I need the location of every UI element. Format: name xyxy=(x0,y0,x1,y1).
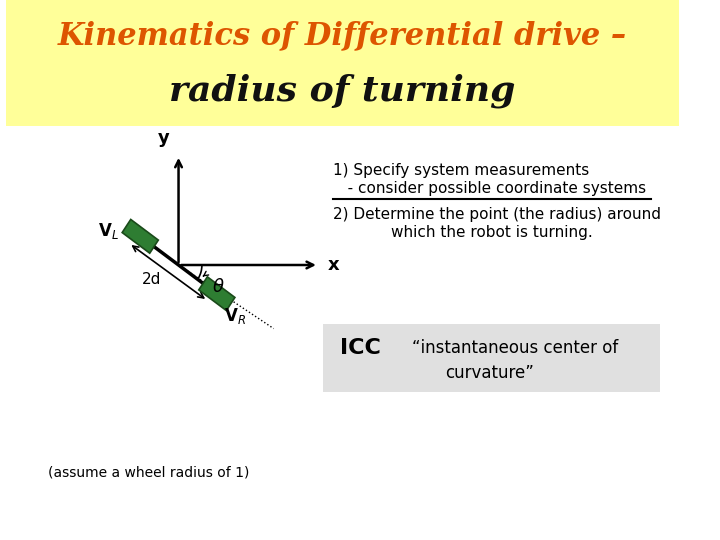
Text: y: y xyxy=(158,129,169,147)
Text: 2) Determine the point (the radius) around: 2) Determine the point (the radius) arou… xyxy=(333,207,661,222)
Text: “instantaneous center of: “instantaneous center of xyxy=(413,339,618,357)
Text: curvature”: curvature” xyxy=(445,364,534,382)
Text: V$_L$: V$_L$ xyxy=(98,221,119,241)
FancyBboxPatch shape xyxy=(6,0,679,126)
Text: radius of turning: radius of turning xyxy=(169,73,516,108)
FancyBboxPatch shape xyxy=(323,324,660,392)
Text: 1) Specify system measurements: 1) Specify system measurements xyxy=(333,163,589,178)
Polygon shape xyxy=(199,277,235,310)
Text: 2d: 2d xyxy=(142,273,161,287)
Text: Kinematics of Differential drive –: Kinematics of Differential drive – xyxy=(58,20,626,51)
Text: $\theta$: $\theta$ xyxy=(212,278,225,295)
Text: (assume a wheel radius of 1): (assume a wheel radius of 1) xyxy=(48,465,249,479)
Polygon shape xyxy=(122,219,158,253)
Text: ICC: ICC xyxy=(341,338,381,358)
Text: V$_R$: V$_R$ xyxy=(225,306,246,326)
Text: x: x xyxy=(328,256,340,274)
Text: which the robot is turning.: which the robot is turning. xyxy=(351,226,593,240)
Text: - consider possible coordinate systems: - consider possible coordinate systems xyxy=(333,180,646,195)
